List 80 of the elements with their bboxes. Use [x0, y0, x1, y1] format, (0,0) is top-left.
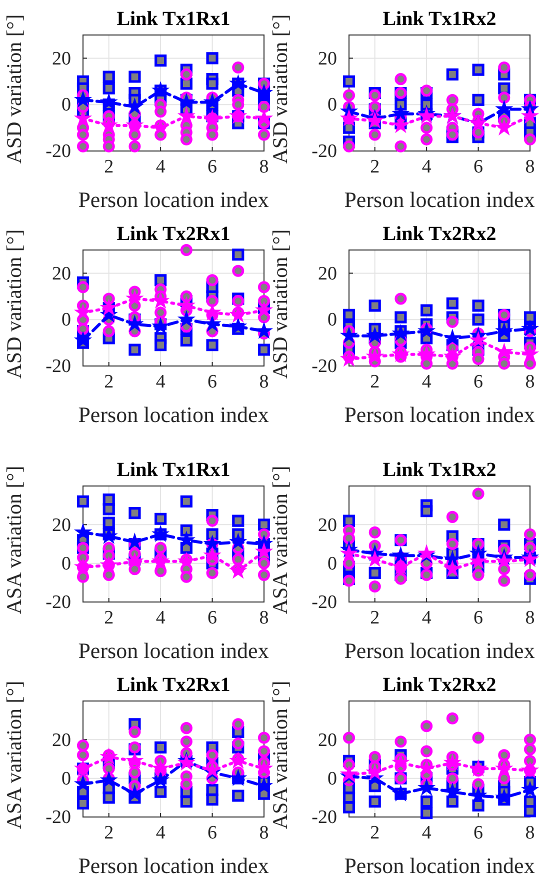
- y-tick-label: 0: [328, 310, 337, 331]
- y-tick-label: 0: [328, 94, 337, 116]
- y-axis-title: ASD variation [°]: [268, 14, 292, 164]
- chart-title: Link Tx1Rx2: [382, 8, 496, 30]
- y-axis-title: ASD variation [°]: [2, 229, 26, 379]
- y-tick-label: 0: [62, 94, 71, 116]
- chart-title: Link Tx2Rx1: [116, 223, 230, 245]
- y-tick-label: -20: [312, 356, 337, 378]
- x-tick-label: 4: [422, 607, 432, 628]
- x-tick-label: 6: [208, 156, 218, 178]
- x-tick-label: 6: [474, 822, 484, 844]
- y-axis-title: ASD variation [°]: [268, 229, 292, 379]
- x-tick-label: 2: [370, 156, 380, 178]
- x-tick-label: 6: [208, 822, 218, 844]
- x-axis-title: Person location index: [344, 402, 535, 427]
- y-tick-label: -20: [46, 592, 71, 614]
- x-tick-label: 2: [370, 371, 380, 392]
- y-tick-label: 0: [62, 310, 71, 331]
- chart-title: Link Tx1Rx2: [382, 459, 496, 481]
- y-axis-title: ASA variation [°]: [268, 466, 292, 614]
- y-tick-label: -20: [46, 141, 71, 162]
- y-axis-title: ASD variation [°]: [2, 14, 26, 164]
- y-tick-label: 0: [328, 553, 337, 574]
- x-tick-label: 4: [422, 371, 432, 392]
- y-tick-label: 20: [318, 263, 337, 284]
- x-tick-label: 8: [525, 607, 535, 628]
- x-tick-label: 2: [370, 822, 380, 844]
- y-tick-label: 20: [52, 730, 71, 751]
- x-tick-label: 6: [474, 371, 484, 392]
- x-tick-label: 2: [104, 371, 114, 392]
- y-tick-label: 20: [318, 514, 337, 536]
- y-axis-title: ASA variation [°]: [268, 680, 292, 830]
- y-tick-label: 20: [318, 730, 337, 751]
- x-tick-label: 4: [156, 822, 166, 844]
- x-tick-label: 6: [208, 607, 218, 628]
- x-tick-label: 2: [104, 156, 114, 178]
- x-tick-label: 8: [259, 156, 269, 178]
- x-tick-label: 8: [525, 822, 535, 844]
- chart-title: Link Tx1Rx1: [116, 8, 230, 30]
- y-tick-label: 0: [62, 768, 71, 790]
- y-tick-label: -20: [46, 356, 71, 378]
- y-tick-label: -20: [46, 807, 71, 828]
- x-tick-label: 2: [104, 607, 114, 628]
- x-axis-title: Person location index: [78, 638, 269, 663]
- x-tick-label: 8: [525, 371, 535, 392]
- y-tick-label: -20: [312, 807, 337, 828]
- y-tick-label: -20: [312, 141, 337, 162]
- x-tick-label: 8: [259, 371, 269, 392]
- x-axis-title: Person location index: [344, 638, 535, 663]
- x-tick-label: 6: [474, 156, 484, 178]
- x-axis-title: Person location index: [344, 187, 535, 212]
- x-axis-title: Person location index: [78, 402, 269, 427]
- x-tick-label: 8: [259, 607, 269, 628]
- x-axis-title: Person location index: [344, 853, 535, 878]
- chart-title: Link Tx2Rx2: [382, 223, 496, 245]
- x-tick-label: 6: [474, 607, 484, 628]
- x-tick-label: 2: [370, 607, 380, 628]
- chart-title: Link Tx2Rx2: [382, 674, 496, 696]
- x-axis-title: Person location index: [78, 187, 269, 212]
- x-tick-label: 4: [156, 156, 166, 178]
- x-tick-label: 6: [208, 371, 218, 392]
- x-axis-title: Person location index: [78, 853, 269, 878]
- y-axis-title: ASA variation [°]: [2, 680, 26, 830]
- y-tick-label: 0: [62, 553, 71, 574]
- y-axis-title: ASA variation [°]: [2, 466, 26, 614]
- y-tick-label: 20: [52, 48, 71, 70]
- y-tick-label: 20: [52, 514, 71, 536]
- x-tick-label: 4: [156, 607, 166, 628]
- chart-title: Link Tx2Rx1: [116, 674, 230, 696]
- y-tick-label: 0: [328, 768, 337, 790]
- x-tick-label: 8: [525, 156, 535, 178]
- x-tick-label: 4: [156, 371, 166, 392]
- x-tick-label: 4: [422, 156, 432, 178]
- y-tick-label: 20: [52, 263, 71, 284]
- x-tick-label: 8: [259, 822, 269, 844]
- y-tick-label: -20: [312, 592, 337, 614]
- x-tick-label: 4: [422, 822, 432, 844]
- y-tick-label: 20: [318, 48, 337, 70]
- chart-title: Link Tx1Rx1: [116, 459, 230, 481]
- x-tick-label: 2: [104, 822, 114, 844]
